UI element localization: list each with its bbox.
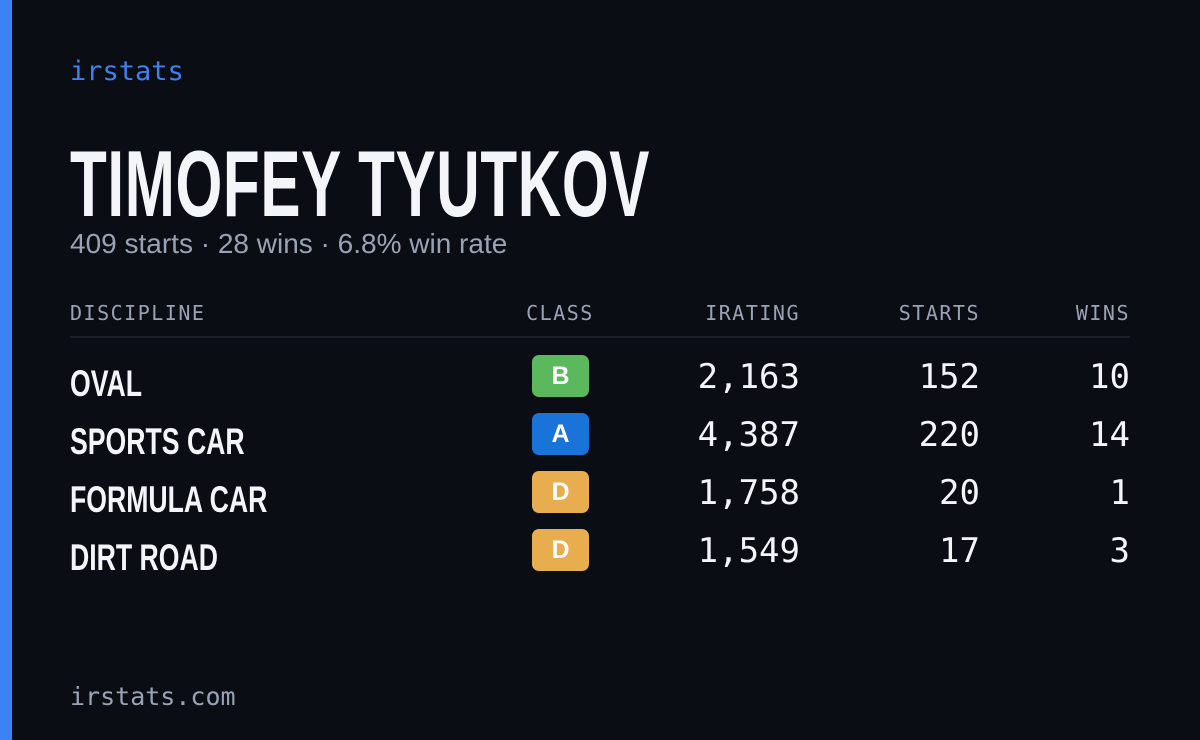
accent-bar [0,0,12,740]
summary: 409 starts · 28 wins · 6.8% win rate [70,228,508,259]
column-header: DISCIPLINE [70,301,206,325]
footer: irstats.com [70,682,236,711]
irating: 1,758 [697,473,800,513]
brand: irstats [70,56,184,87]
discipline: SPORTS CAR [70,421,245,462]
wins: 3 [1109,531,1130,571]
starts: 20 [939,473,980,513]
wins: 14 [1089,415,1130,455]
column-header: IRATING [705,301,800,325]
wins: 10 [1089,357,1130,397]
driver-name: TIMOFEY TYUTKOV [70,131,651,236]
class-badge: A [532,413,589,455]
wins: 1 [1109,473,1130,513]
starts: 152 [918,357,980,397]
discipline: FORMULA CAR [70,479,268,520]
discipline: DIRT ROAD [70,537,218,578]
column-header: WINS [1075,301,1130,325]
column-header: CLASS [526,301,594,325]
irating: 2,163 [697,357,800,397]
discipline: OVAL [70,363,143,404]
column-header: STARTS [898,301,980,325]
starts: 17 [939,531,980,571]
irating: 1,549 [697,531,800,571]
class-badge: B [532,355,589,397]
class-badge: D [532,471,589,513]
starts: 220 [918,415,980,455]
header-rule [70,336,1130,338]
irating: 4,387 [697,415,800,455]
class-badge: D [532,529,589,571]
